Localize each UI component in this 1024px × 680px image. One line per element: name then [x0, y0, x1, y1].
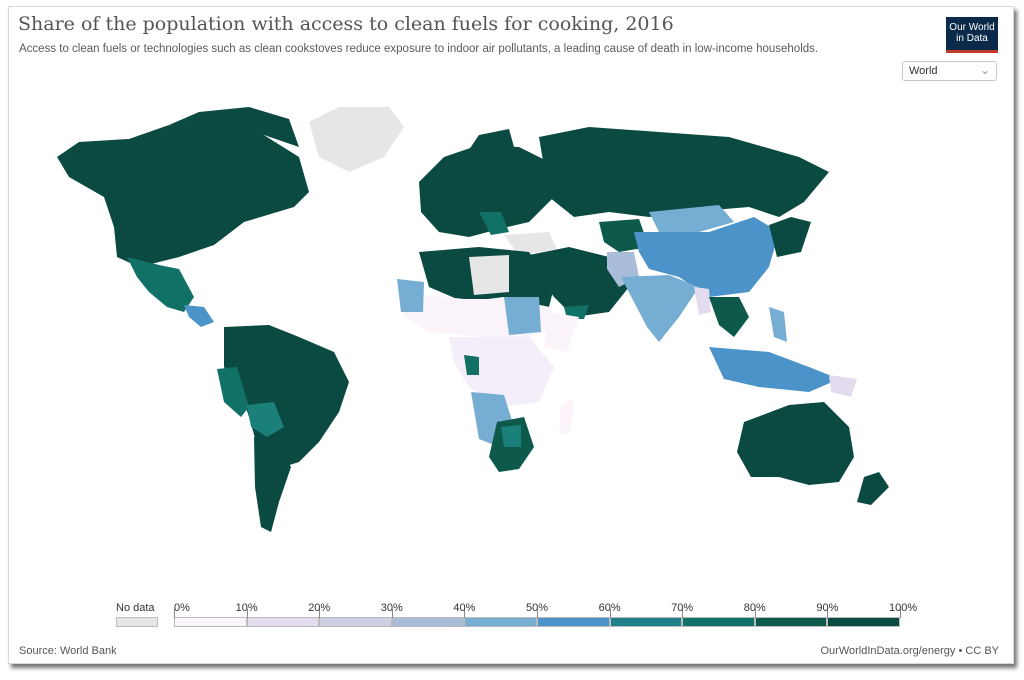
region-sudan [504, 297, 541, 335]
region-png [829, 375, 857, 397]
region-central-asia [599, 219, 649, 252]
legend-tick [174, 609, 175, 618]
legend-tick-label: 30% [380, 602, 403, 614]
region-gabon [464, 355, 479, 375]
region-arctic-islands [169, 107, 299, 147]
page-subtitle: Access to clean fuels or technologies su… [19, 43, 819, 55]
region-select-value: World [909, 65, 938, 77]
region-mauritania [397, 279, 424, 312]
region-china [634, 217, 779, 297]
legend-swatch[interactable] [174, 617, 247, 627]
region-botswana [501, 425, 521, 447]
region-central-america [184, 305, 214, 327]
region-new-zealand [857, 472, 889, 505]
region-scandinavia [464, 129, 514, 167]
source-link[interactable]: Source: World Bank [19, 645, 117, 657]
region-canada-usa [57, 125, 309, 267]
region-india [621, 275, 699, 342]
legend-tick-label: 20% [308, 602, 331, 614]
legend-tick-label: 50% [526, 602, 549, 614]
region-middle-east [529, 247, 629, 317]
legend-swatch[interactable] [754, 617, 828, 627]
region-madagascar [559, 399, 574, 435]
logo-line-2: in Data [956, 33, 988, 44]
region-mongolia [649, 205, 734, 232]
legend-tick-label: 40% [453, 602, 476, 614]
legend-swatch[interactable] [319, 617, 392, 627]
legend-swatch[interactable] [682, 617, 755, 627]
region-peru [217, 367, 249, 417]
legend-tick [609, 609, 611, 618]
legend-tick-label: 100% [889, 602, 918, 614]
legend-tick [682, 609, 684, 618]
region-japan-korea [769, 217, 811, 257]
world-map [57, 107, 889, 532]
legend-tick-label: 70% [671, 602, 694, 614]
legend-tick [246, 609, 248, 618]
legend-tick [391, 609, 393, 618]
legend-tick [754, 609, 756, 618]
region-balkans [479, 212, 509, 235]
region-western-sahara-libya [469, 255, 509, 295]
legend-swatch[interactable] [391, 617, 465, 627]
region-select[interactable]: World ⌄ [902, 61, 997, 81]
region-horn-of-africa [544, 312, 579, 352]
credit-link[interactable]: OurWorldInData.org/energy • CC BY [820, 645, 1000, 657]
legend-tick-label: 80% [743, 602, 766, 614]
region-southeast-asia [709, 297, 749, 337]
region-myanmar [694, 287, 711, 315]
legend-no-data-swatch[interactable] [116, 617, 158, 627]
legend-tick-label: 60% [598, 602, 621, 614]
chevron-down-icon: ⌄ [979, 63, 990, 77]
legend-tick-label: 10% [235, 602, 258, 614]
region-europe [419, 145, 554, 237]
legend-swatch[interactable] [827, 617, 900, 627]
legend-swatch[interactable] [537, 617, 610, 627]
region-turkey [504, 232, 557, 255]
legend-tick [319, 609, 321, 618]
region-greenland [309, 107, 404, 172]
legend-tick [900, 609, 901, 618]
region-northern-south-america [224, 325, 349, 469]
legend-swatch[interactable] [609, 617, 683, 627]
region-southern-cone [254, 437, 291, 532]
legend-no-data-label: No data [116, 602, 155, 614]
region-indonesia [709, 347, 839, 392]
region-yemen [564, 305, 589, 319]
region-bolivia [247, 402, 284, 437]
page-title: Share of the population with access to c… [18, 13, 674, 35]
logo-line-1: Our World [949, 22, 995, 33]
legend-tick [537, 609, 538, 618]
legend-tick-label: 0% [174, 602, 190, 614]
legend-tick-label: 90% [816, 602, 839, 614]
region-australia [737, 402, 854, 485]
legend-tick [827, 609, 829, 618]
region-russia [539, 127, 829, 217]
region-central-africa [449, 337, 554, 407]
owid-logo[interactable]: Our World in Data [946, 17, 998, 53]
legend-swatch[interactable] [246, 617, 320, 627]
chart-frame: Share of the population with access to c… [8, 6, 1014, 664]
legend-swatch[interactable] [464, 617, 537, 627]
region-philippines [769, 307, 787, 342]
legend-tick [464, 609, 466, 618]
region-mexico [127, 257, 194, 312]
